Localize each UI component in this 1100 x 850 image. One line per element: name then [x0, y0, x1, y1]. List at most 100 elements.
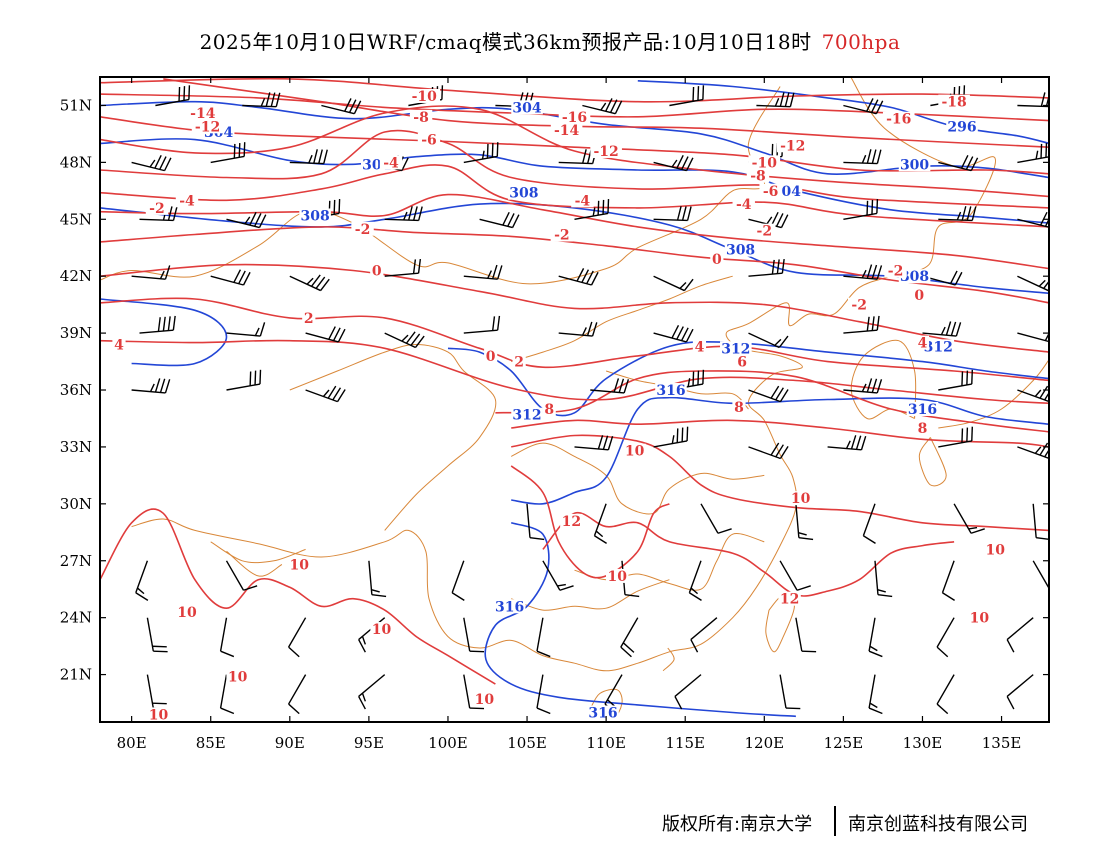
temperature-label: -2	[888, 264, 904, 280]
contour-label-bg	[724, 242, 757, 257]
temperature-label: -12	[195, 119, 220, 135]
wind-barb-icon	[463, 315, 501, 334]
wind-barb-icon	[210, 269, 251, 286]
wind-barb-icon	[748, 385, 789, 403]
wind-barb-icon	[938, 426, 974, 448]
temperature-label: 2	[304, 311, 314, 327]
contour-label-bg	[946, 119, 978, 134]
wind-barb-icon	[131, 155, 172, 172]
wind-barb-icon	[779, 560, 811, 591]
contour-label-bg	[408, 88, 441, 103]
wind-barb-icon	[620, 617, 639, 658]
lat-tick-label: 33N	[60, 438, 92, 456]
temperature-label: 0	[914, 288, 924, 304]
contour-label-bg	[915, 420, 930, 435]
contour-label-bg	[735, 354, 749, 369]
temperature-label: 6	[737, 355, 747, 371]
height-label: 312	[721, 341, 750, 357]
temperature-contour	[542, 511, 955, 597]
wind-barb-icon	[843, 378, 883, 394]
contour-label-bg	[511, 407, 543, 422]
contour-label-bg	[587, 705, 619, 720]
contour-label-bg	[915, 335, 930, 350]
temperature-label: -6	[763, 184, 779, 200]
contour-labels: 2963003043043043043083083083083123123123…	[112, 88, 1007, 723]
temperature-label: -6	[421, 133, 437, 149]
contour-label-bg	[606, 568, 629, 583]
lon-tick-label: 105E	[507, 734, 547, 752]
contour-label-bg	[590, 143, 622, 158]
contour-label-bg	[884, 263, 907, 278]
lat-tick-label: 48N	[60, 153, 92, 171]
wind-barb-icon	[219, 617, 235, 658]
lon-tick-label: 80E	[117, 734, 147, 752]
wind-barb-icon	[479, 211, 520, 229]
wind-barb-icon	[868, 617, 883, 658]
contour-label-bg	[302, 310, 316, 325]
contour-label-bg	[732, 400, 746, 415]
wind-barb-icon	[242, 92, 281, 108]
wind-barb-icon	[1017, 143, 1049, 164]
contour-label-bg	[922, 339, 955, 354]
height-label: 308	[509, 186, 538, 202]
border-line	[918, 437, 947, 487]
wind-barb-icon	[139, 315, 176, 334]
lat-tick-label: 30N	[60, 495, 92, 513]
contour-label-bg	[720, 341, 752, 356]
temperature-label: -4	[179, 193, 195, 209]
contour-label-bg	[882, 111, 915, 126]
contour-label-bg	[409, 109, 433, 124]
temperature-label: 10	[149, 707, 169, 723]
contour-label-bg	[226, 669, 249, 684]
contour-label-bg	[550, 123, 583, 138]
temperature-label: -10	[412, 89, 438, 105]
map-frame	[99, 76, 1050, 723]
wind-barb-icon	[748, 258, 785, 277]
temperature-label: -4	[383, 155, 399, 171]
wind-barb-icon	[868, 674, 883, 715]
height-label: 304	[512, 100, 541, 116]
border-line	[938, 359, 1049, 429]
height-contour	[100, 138, 1049, 224]
contour-label-bg	[732, 197, 755, 212]
temperature-contour	[100, 297, 1049, 382]
temperature-label: -10	[752, 155, 778, 171]
contour-label-bg	[370, 263, 384, 278]
temperature-label: 0	[372, 264, 382, 280]
wind-barb-icon	[1006, 617, 1034, 653]
temperature-contour	[495, 370, 1049, 433]
wind-barb-icon	[843, 149, 882, 165]
wind-barb-icon	[674, 674, 702, 710]
lon-tick-label: 100E	[428, 734, 468, 752]
wind-barb-icon	[131, 265, 171, 280]
wind-barb-icon	[953, 503, 985, 534]
temperature-label: -16	[886, 112, 911, 128]
wind-barb-icon	[451, 560, 465, 601]
temperature-label: 10	[625, 444, 645, 460]
temperature-label: 4	[918, 336, 928, 352]
contour-label-bg	[370, 622, 393, 637]
lat-tick-label: 39N	[60, 324, 92, 342]
wind-barb-icon	[843, 199, 879, 220]
temperature-contour	[511, 419, 1049, 448]
wind-barb-icon	[574, 435, 614, 451]
temperature-label: 10	[985, 542, 1005, 558]
temperature-label: -2	[851, 298, 867, 314]
wind-barb-icon	[862, 503, 876, 544]
temperature-label: 10	[372, 622, 392, 638]
contour-label-bg	[508, 185, 540, 200]
wind-barb-icon	[287, 617, 307, 658]
wind-barb-icon	[146, 617, 168, 653]
wind-barb-icon	[384, 258, 422, 277]
wind-barb-icon	[827, 435, 867, 451]
temperature-contour	[100, 129, 1049, 209]
temperature-label: -4	[736, 197, 752, 213]
temperature-contour	[100, 263, 1049, 353]
footer-divider	[834, 806, 836, 836]
wind-barb-icon	[593, 503, 607, 544]
wind-barb-icon	[384, 331, 425, 349]
temperature-contour	[100, 164, 1049, 228]
height-contour	[511, 396, 1049, 505]
wind-barb-icon	[226, 369, 262, 391]
temperature-label: 10	[791, 491, 811, 507]
